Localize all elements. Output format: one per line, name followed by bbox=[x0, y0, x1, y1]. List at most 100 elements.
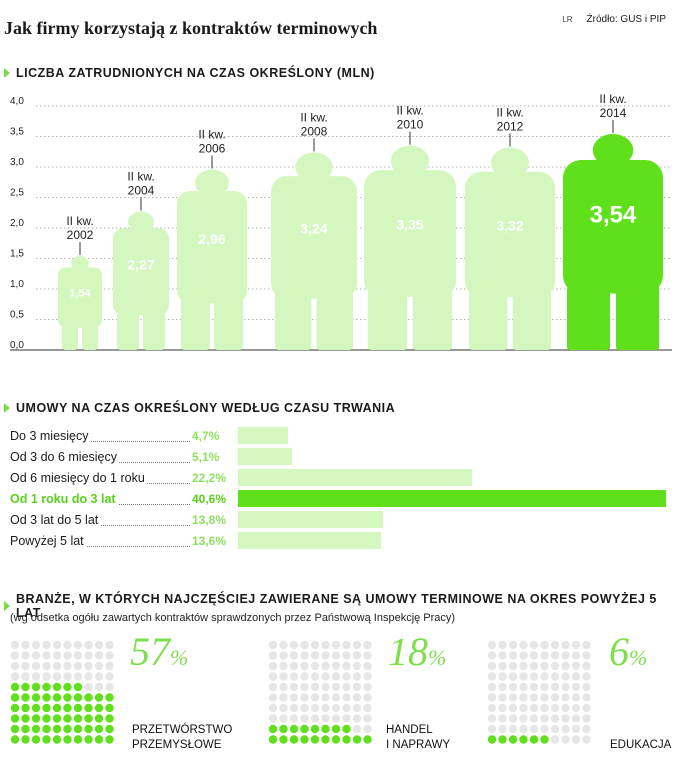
dot-empty bbox=[540, 693, 549, 702]
x-tick-label: II kw. bbox=[127, 170, 154, 184]
dot-filled bbox=[52, 724, 62, 734]
dot-empty bbox=[582, 661, 591, 671]
dot-empty bbox=[84, 651, 93, 660]
dot-empty bbox=[487, 672, 497, 681]
dot-empty bbox=[498, 672, 507, 681]
dot-empty bbox=[550, 735, 560, 744]
data-label: 3,32 bbox=[496, 217, 523, 233]
figure-head bbox=[195, 169, 229, 197]
dot-empty bbox=[268, 640, 278, 650]
dot-empty bbox=[508, 651, 518, 660]
sector-label-line: PRZEMYSŁOWE bbox=[132, 739, 222, 751]
dot-empty bbox=[498, 682, 507, 692]
dot-empty bbox=[268, 661, 278, 671]
dot-empty bbox=[571, 672, 581, 681]
dot-empty bbox=[352, 640, 362, 650]
dot-empty bbox=[310, 714, 320, 723]
dot-empty bbox=[363, 672, 372, 681]
duration-bar bbox=[238, 427, 288, 444]
dot-empty bbox=[487, 661, 497, 671]
dot-empty bbox=[571, 682, 581, 692]
dot-empty bbox=[519, 640, 528, 650]
figure-head bbox=[128, 211, 154, 233]
dot-empty bbox=[10, 661, 20, 671]
dot-empty bbox=[561, 714, 570, 723]
dot-empty bbox=[498, 661, 507, 671]
dot-empty bbox=[550, 661, 560, 671]
dot-empty bbox=[94, 651, 104, 660]
dot-empty bbox=[529, 724, 539, 734]
dot-filled bbox=[52, 682, 62, 692]
dot-empty bbox=[487, 651, 497, 660]
dot-filled bbox=[498, 735, 507, 744]
dot-empty bbox=[561, 693, 570, 702]
category-label: Od 3 do 6 miesięcy bbox=[10, 450, 119, 464]
dot-empty bbox=[84, 640, 93, 650]
dot-filled bbox=[105, 735, 114, 744]
dot-empty bbox=[268, 703, 278, 713]
dot-empty bbox=[519, 714, 528, 723]
arrow-icon bbox=[4, 601, 10, 611]
person-figure bbox=[364, 145, 456, 350]
dot-filled bbox=[21, 714, 30, 723]
dot-empty bbox=[73, 651, 83, 660]
dot-empty bbox=[571, 703, 581, 713]
y-tick-label: 0,5 bbox=[10, 310, 24, 321]
dot-empty bbox=[300, 661, 309, 671]
dot-empty bbox=[279, 682, 288, 692]
figure-leg bbox=[117, 307, 139, 350]
sector-label: HANDEL I NAPRAWY bbox=[386, 723, 450, 753]
dot-filled bbox=[10, 693, 20, 702]
x-tick-label: II kw. bbox=[300, 110, 327, 124]
dot-filled bbox=[42, 735, 51, 744]
percentage-value: 18 bbox=[388, 629, 428, 674]
dot-empty bbox=[321, 661, 330, 671]
dot-empty bbox=[331, 651, 341, 660]
dot-empty bbox=[519, 703, 528, 713]
dot-empty bbox=[519, 682, 528, 692]
dot-empty bbox=[52, 672, 62, 681]
dot-empty bbox=[550, 682, 560, 692]
dot-filled bbox=[31, 735, 41, 744]
dot-filled bbox=[42, 682, 51, 692]
dot-empty bbox=[540, 714, 549, 723]
dot-empty bbox=[508, 682, 518, 692]
dot-empty bbox=[42, 640, 51, 650]
dot-filled bbox=[73, 703, 83, 713]
sector-percentage: 6% bbox=[609, 628, 647, 675]
dot-filled bbox=[63, 724, 72, 734]
section-employed-title: LICZBA ZATRUDNIONYCH NA CZAS OKREŚLONY (… bbox=[16, 66, 375, 80]
dot-empty bbox=[582, 714, 591, 723]
dot-filled bbox=[487, 735, 497, 744]
dot-empty bbox=[268, 714, 278, 723]
person-figure bbox=[58, 256, 102, 350]
dot-filled bbox=[63, 693, 72, 702]
dot-empty bbox=[508, 724, 518, 734]
dot-empty bbox=[498, 693, 507, 702]
dot-empty bbox=[508, 661, 518, 671]
y-tick-label: 4,0 bbox=[10, 96, 24, 107]
duration-row: Do 3 miesięcy 4,7% bbox=[10, 427, 660, 447]
dot-filled bbox=[31, 693, 41, 702]
dot-filled bbox=[310, 724, 320, 734]
x-tick-label: II kw. bbox=[198, 127, 225, 141]
dot-empty bbox=[571, 693, 581, 702]
dot-filled bbox=[529, 735, 539, 744]
dot-empty bbox=[550, 714, 560, 723]
dot-filled bbox=[63, 714, 72, 723]
dot-empty bbox=[519, 693, 528, 702]
leader-dots bbox=[14, 525, 190, 526]
percentage-sign: % bbox=[629, 645, 648, 670]
section-duration-title: UMOWY NA CZAS OKREŚLONY WEDŁUG CZASU TRW… bbox=[16, 401, 396, 415]
dot-filled bbox=[300, 724, 309, 734]
dot-empty bbox=[321, 640, 330, 650]
dot-empty bbox=[487, 682, 497, 692]
dot-empty bbox=[331, 703, 341, 713]
dot-empty bbox=[342, 693, 351, 702]
dot-empty bbox=[529, 714, 539, 723]
dot-empty bbox=[84, 682, 93, 692]
dot-empty bbox=[519, 724, 528, 734]
dot-filled bbox=[331, 735, 341, 744]
dot-empty bbox=[300, 714, 309, 723]
dot-empty bbox=[540, 672, 549, 681]
